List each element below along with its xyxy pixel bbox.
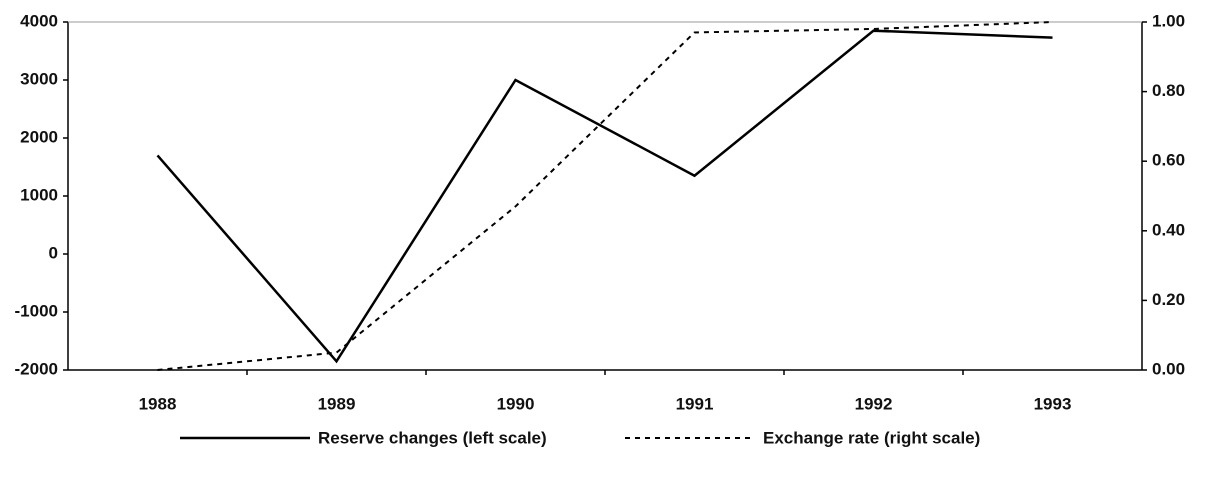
y2-tick-label: 0.20 [1152, 290, 1185, 309]
x-tick-label: 1993 [1034, 394, 1072, 413]
x-tick-label: 1992 [855, 394, 893, 413]
y2-tick-label: 0.00 [1152, 359, 1185, 378]
x-tick-label: 1991 [676, 394, 714, 413]
y2-tick-label: 0.80 [1152, 81, 1185, 100]
x-tick-label: 1990 [497, 394, 535, 413]
y-tick-label: 0 [49, 243, 58, 262]
y-tick-label: 4000 [20, 11, 58, 30]
x-tick-label: 1988 [139, 394, 177, 413]
y-tick-label: 2000 [20, 127, 58, 146]
legend-label: Reserve changes (left scale) [318, 428, 547, 447]
y-tick-label: -1000 [15, 301, 58, 320]
y2-tick-label: 0.40 [1152, 220, 1185, 239]
x-tick-label: 1989 [318, 394, 356, 413]
y2-tick-label: 0.60 [1152, 151, 1185, 170]
legend-label: Exchange rate (right scale) [763, 428, 980, 447]
y-tick-label: 1000 [20, 185, 58, 204]
series-line [156, 29, 1053, 364]
y2-tick-label: 1.00 [1152, 11, 1185, 30]
y-tick-label: -2000 [15, 359, 58, 378]
y-tick-label: 3000 [20, 69, 58, 88]
series-line [157, 21, 1053, 371]
